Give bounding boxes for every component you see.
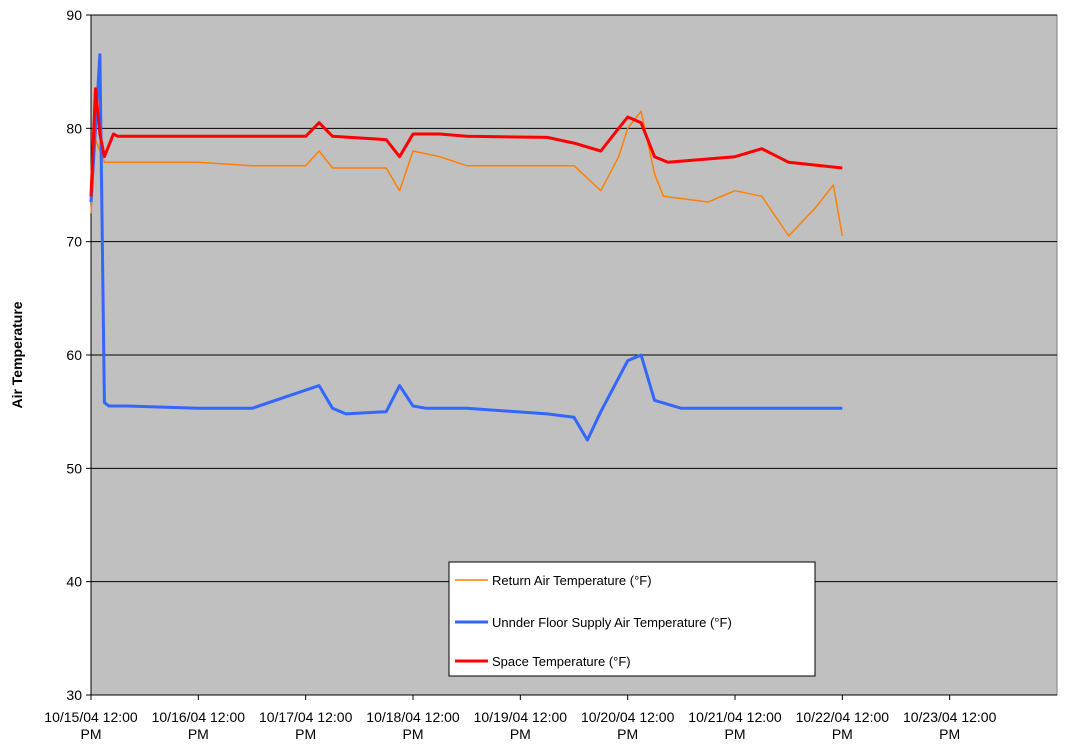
- y-tick-label: 80: [66, 120, 82, 136]
- legend-box: [448, 561, 816, 677]
- y-tick-label: 30: [66, 687, 82, 703]
- x-tick-label: 10/22/04 12:00 PM: [796, 709, 890, 742]
- series-layer: [89, 53, 844, 442]
- x-tick-label: 10/18/04 12:00 PM: [366, 709, 460, 742]
- x-tick-label: 10/21/04 12:00 PM: [688, 709, 782, 742]
- y-ticks: 30 40 50 60 70 80 90: [66, 7, 91, 703]
- y-axis-title: Air Temperature: [9, 301, 25, 408]
- x-ticks: 10/15/04 12:00 PM 10/16/04 12:00 PM 10/17/04…: [44, 695, 997, 742]
- y-tick-label: 70: [66, 234, 82, 250]
- y-tick-label: 50: [66, 460, 82, 476]
- x-tick-label: 10/23/04 12:00 PM: [903, 709, 997, 742]
- legend-label-return: Return Air Temperature (°F): [492, 573, 652, 588]
- x-tick-label: 10/15/04 12:00 PM: [44, 709, 138, 742]
- legend-label-underfloor: Unnder Floor Supply Air Temperature (°F): [492, 615, 732, 630]
- series-return-air-line: [90, 110, 844, 237]
- y-tick-label: 60: [66, 347, 82, 363]
- series-underfloor-supply-line: [89, 53, 843, 442]
- x-tick-label: 10/20/04 12:00 PM: [581, 709, 675, 742]
- series-space-temperature-line: [89, 87, 843, 197]
- y-tick-label: 40: [66, 574, 82, 590]
- x-tick-label: 10/19/04 12:00 PM: [474, 709, 568, 742]
- x-tick-label: 10/17/04 12:00 PM: [259, 709, 353, 742]
- legend: Return Air Temperature (°F) Unnder Floor…: [448, 561, 816, 677]
- legend-label-space: Space Temperature (°F): [492, 654, 631, 669]
- gridlines: [91, 14, 1057, 583]
- y-tick-label: 90: [66, 7, 82, 23]
- x-tick-label: 10/16/04 12:00 PM: [152, 709, 246, 742]
